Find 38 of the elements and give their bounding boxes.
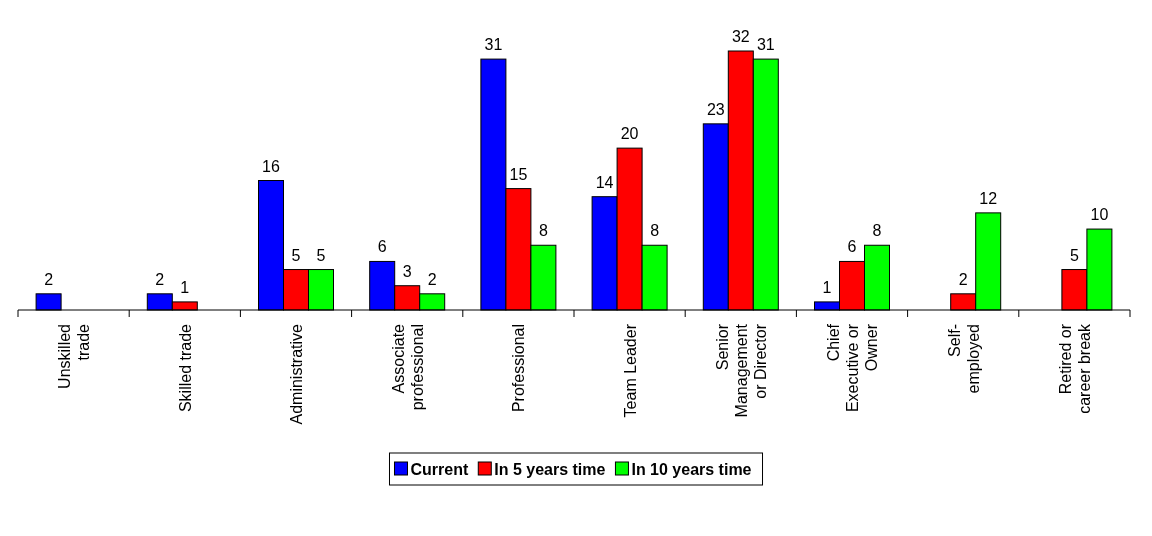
data-label: 1	[180, 278, 190, 296]
data-label: 12	[979, 189, 998, 207]
data-label: 14	[595, 173, 614, 191]
data-label: 2	[958, 270, 968, 288]
legend-label: In 10 years time	[631, 461, 752, 478]
data-label: 8	[538, 222, 548, 240]
x-tick-label: Senior Management or Director	[713, 323, 769, 418]
data-label: 5	[291, 246, 301, 264]
data-label: 15	[509, 165, 528, 183]
data-label: 31	[484, 36, 503, 54]
x-tick-label: Chief Executive or Owner	[825, 323, 880, 413]
data-label: 2	[427, 270, 437, 288]
data-label: 5	[1069, 246, 1079, 264]
data-label: 8	[650, 222, 660, 240]
x-tick-label: Associate professional	[389, 323, 426, 411]
data-label: 6	[847, 238, 857, 256]
data-label: 32	[731, 28, 750, 45]
data-label: 10	[1090, 206, 1109, 224]
data-label: 2	[44, 270, 54, 288]
x-tick-label: Administrative	[288, 323, 305, 425]
legend-label: Current	[410, 461, 469, 478]
data-label: 23	[706, 100, 725, 118]
legend-label: In 5 years time	[494, 461, 606, 478]
x-tick-label: Unskilled trade	[56, 323, 93, 389]
x-tick-label: Professional	[510, 324, 528, 413]
data-label: 1	[822, 278, 832, 296]
x-tick-label: Retired or career break	[1056, 323, 1093, 414]
data-label: 2	[155, 270, 165, 288]
data-label: 31	[756, 36, 775, 54]
x-tick-label: Self-employed	[945, 324, 982, 394]
data-label: 8	[872, 222, 882, 240]
data-label: 16	[262, 157, 280, 175]
data-label: 3	[402, 262, 412, 280]
x-tick-label: Skilled trade	[176, 323, 194, 413]
data-label: 20	[620, 125, 639, 143]
x-tick-label: Team Leader	[621, 323, 639, 418]
data-label: 6	[377, 238, 387, 256]
data-label: 5	[316, 246, 326, 264]
